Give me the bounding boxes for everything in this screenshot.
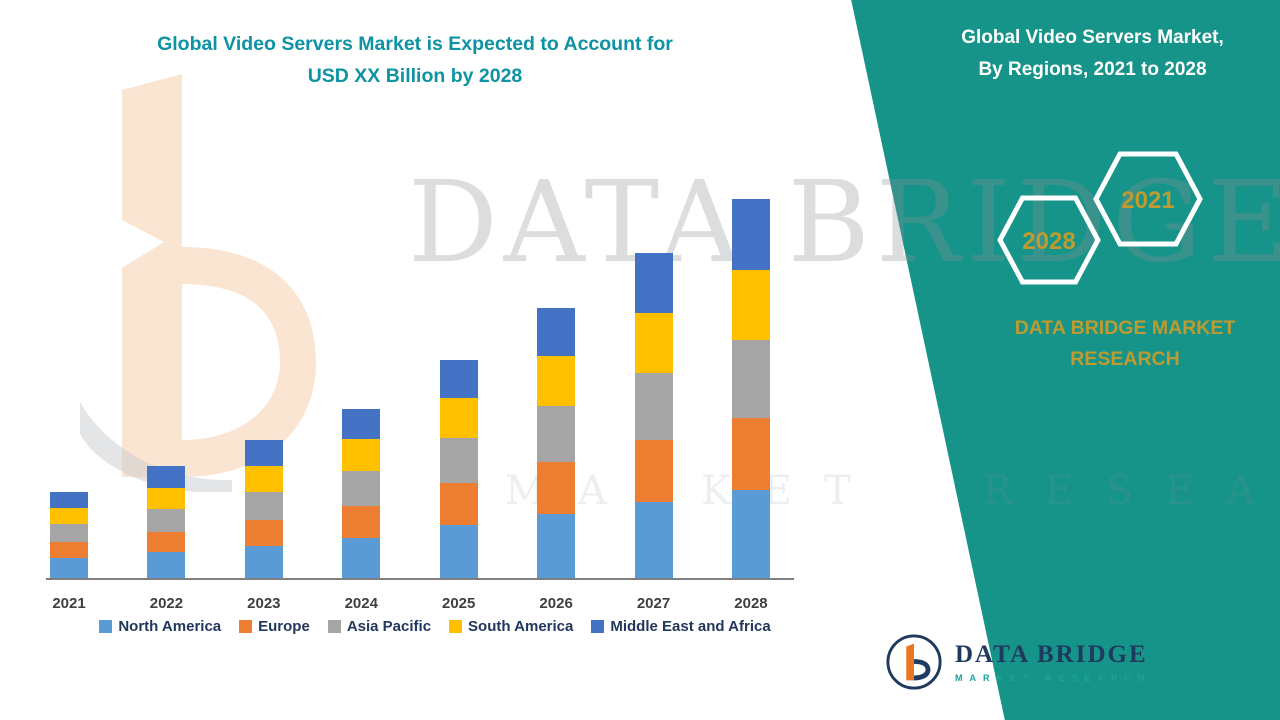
bar-2028 <box>731 199 770 580</box>
chart-title-line1: Global Video Servers Market is Expected … <box>157 33 673 55</box>
bar-segment-europe <box>342 506 381 538</box>
bar-segment-middle-east-and-africa <box>50 492 88 508</box>
legend-item-europe: Europe <box>239 618 310 635</box>
bar-segment-europe <box>50 542 88 558</box>
data-bridge-logo-icon <box>886 634 942 690</box>
side-panel-brand: DATA BRIDGE MARKET RESEARCH <box>1000 313 1250 375</box>
bar-segment-north-america <box>50 558 88 580</box>
bar-segment-north-america <box>731 490 770 580</box>
bar-2023 <box>244 440 283 580</box>
hexagon-2021-label: 2021 <box>1121 187 1174 214</box>
legend-swatch-icon <box>449 620 463 633</box>
legend-label: North America <box>118 618 222 635</box>
bar-segment-south-america <box>147 488 186 509</box>
legend-label: Middle East and Africa <box>610 618 771 635</box>
footer-brand-name: DATA BRIDGE <box>955 641 1148 668</box>
chart-title: Global Video Servers Market is Expected … <box>60 28 770 92</box>
legend-swatch-icon <box>327 620 341 633</box>
bar-segment-north-america <box>244 546 283 580</box>
legend-item-middle-east-and-africa: Middle East and Africa <box>591 618 771 635</box>
legend-item-south-america: South America <box>449 618 573 635</box>
year-label-2024: 2024 <box>344 595 378 612</box>
year-label-2025: 2025 <box>442 595 476 612</box>
hexagon-2028-label: 2028 <box>1022 228 1075 255</box>
side-panel-brand-line2: RESEARCH <box>1070 348 1180 371</box>
bar-segment-north-america <box>342 538 381 580</box>
legend-label: Europe <box>258 618 310 635</box>
bar-2024 <box>342 409 381 580</box>
bar-segment-north-america <box>537 514 576 580</box>
legend-item-asia-pacific: Asia Pacific <box>327 618 432 635</box>
bar-segment-europe <box>439 483 478 525</box>
bar-segment-north-america <box>634 502 673 580</box>
bar-segment-middle-east-and-africa <box>731 199 770 270</box>
bar-2026 <box>537 308 576 580</box>
bar-segment-south-america <box>537 356 576 406</box>
brand-b-watermark-icon <box>80 74 316 492</box>
bar-2021 <box>50 492 88 580</box>
side-panel-title-line2: By Regions, 2021 to 2028 <box>978 59 1207 81</box>
legend-label: South America <box>468 618 574 635</box>
year-label-2028: 2028 <box>734 595 768 612</box>
bar-segment-middle-east-and-africa <box>147 466 186 488</box>
bar-segment-south-america <box>731 270 770 340</box>
bar-segment-south-america <box>634 313 673 373</box>
bar-2022 <box>147 466 186 580</box>
year-labels: 2021 2022 2023 2024 2025 2026 2027 2028 <box>50 595 770 612</box>
legend-item-north-america: North America <box>99 618 221 635</box>
legend: North America Europe Asia Pacific South Ame… <box>30 618 840 635</box>
bar-segment-north-america <box>439 525 478 580</box>
footer-logo-text: DATA BRIDGE MARKET RESEARCH <box>955 641 1152 683</box>
bar-segment-europe <box>731 418 770 490</box>
bar-segment-asia-pacific <box>731 340 770 418</box>
bar-segment-asia-pacific <box>439 438 478 483</box>
bar-segment-north-america <box>147 552 186 580</box>
bar-segment-south-america <box>244 466 283 492</box>
bar-segment-middle-east-and-africa <box>244 440 283 466</box>
bar-segment-asia-pacific <box>50 524 88 542</box>
bar-segment-asia-pacific <box>537 406 576 462</box>
year-label-2023: 2023 <box>247 595 281 612</box>
bar-segment-south-america <box>342 439 381 471</box>
year-label-2026: 2026 <box>539 595 573 612</box>
hexagon-2028-badge: 2028 <box>997 195 1101 285</box>
bars <box>50 180 770 580</box>
footer-logo: DATA BRIDGE MARKET RESEARCH <box>885 633 1152 691</box>
watermark-brand-text: DATA BRIDGE <box>408 158 1280 288</box>
bar-segment-europe <box>147 532 186 552</box>
bar-segment-asia-pacific <box>244 492 283 520</box>
legend-label: Asia Pacific <box>346 618 432 635</box>
year-label-2022: 2022 <box>149 595 184 612</box>
bar-segment-europe <box>244 520 283 546</box>
footer-brand-subtitle: MARKET RESEARCH <box>955 673 1152 683</box>
bar-segment-middle-east-and-africa <box>439 360 478 398</box>
side-panel-title: Global Video Servers Market, By Regions,… <box>960 22 1225 87</box>
bar-segment-middle-east-and-africa <box>634 253 673 313</box>
bar-segment-middle-east-and-africa <box>537 308 576 356</box>
bar-segment-asia-pacific <box>634 373 673 440</box>
bar-segment-south-america <box>50 508 88 524</box>
legend-swatch-icon <box>239 620 253 633</box>
side-panel-title-line1: Global Video Servers Market, <box>961 27 1224 48</box>
bar-segment-europe <box>537 462 576 514</box>
x-axis-line <box>46 578 794 580</box>
side-panel-brand-line1: DATA BRIDGE MARKET <box>1014 317 1236 339</box>
bar-2027 <box>634 253 673 580</box>
bar-segment-south-america <box>439 398 478 438</box>
bar-2025 <box>439 360 478 580</box>
bar-segment-asia-pacific <box>342 471 381 506</box>
legend-swatch-icon <box>591 620 605 633</box>
hexagon-2021-badge: 2021 <box>1093 151 1203 247</box>
legend-swatch-icon <box>99 620 113 633</box>
watermark-sub-text: MARKET RESEARCH <box>505 468 1280 514</box>
chart-title-line2: USD XX Billion by 2028 <box>307 65 523 88</box>
year-label-2021: 2021 <box>52 595 86 612</box>
bar-segment-middle-east-and-africa <box>342 409 381 439</box>
bar-segment-europe <box>634 440 673 502</box>
year-label-2027: 2027 <box>636 595 671 612</box>
bar-segment-asia-pacific <box>147 509 186 532</box>
